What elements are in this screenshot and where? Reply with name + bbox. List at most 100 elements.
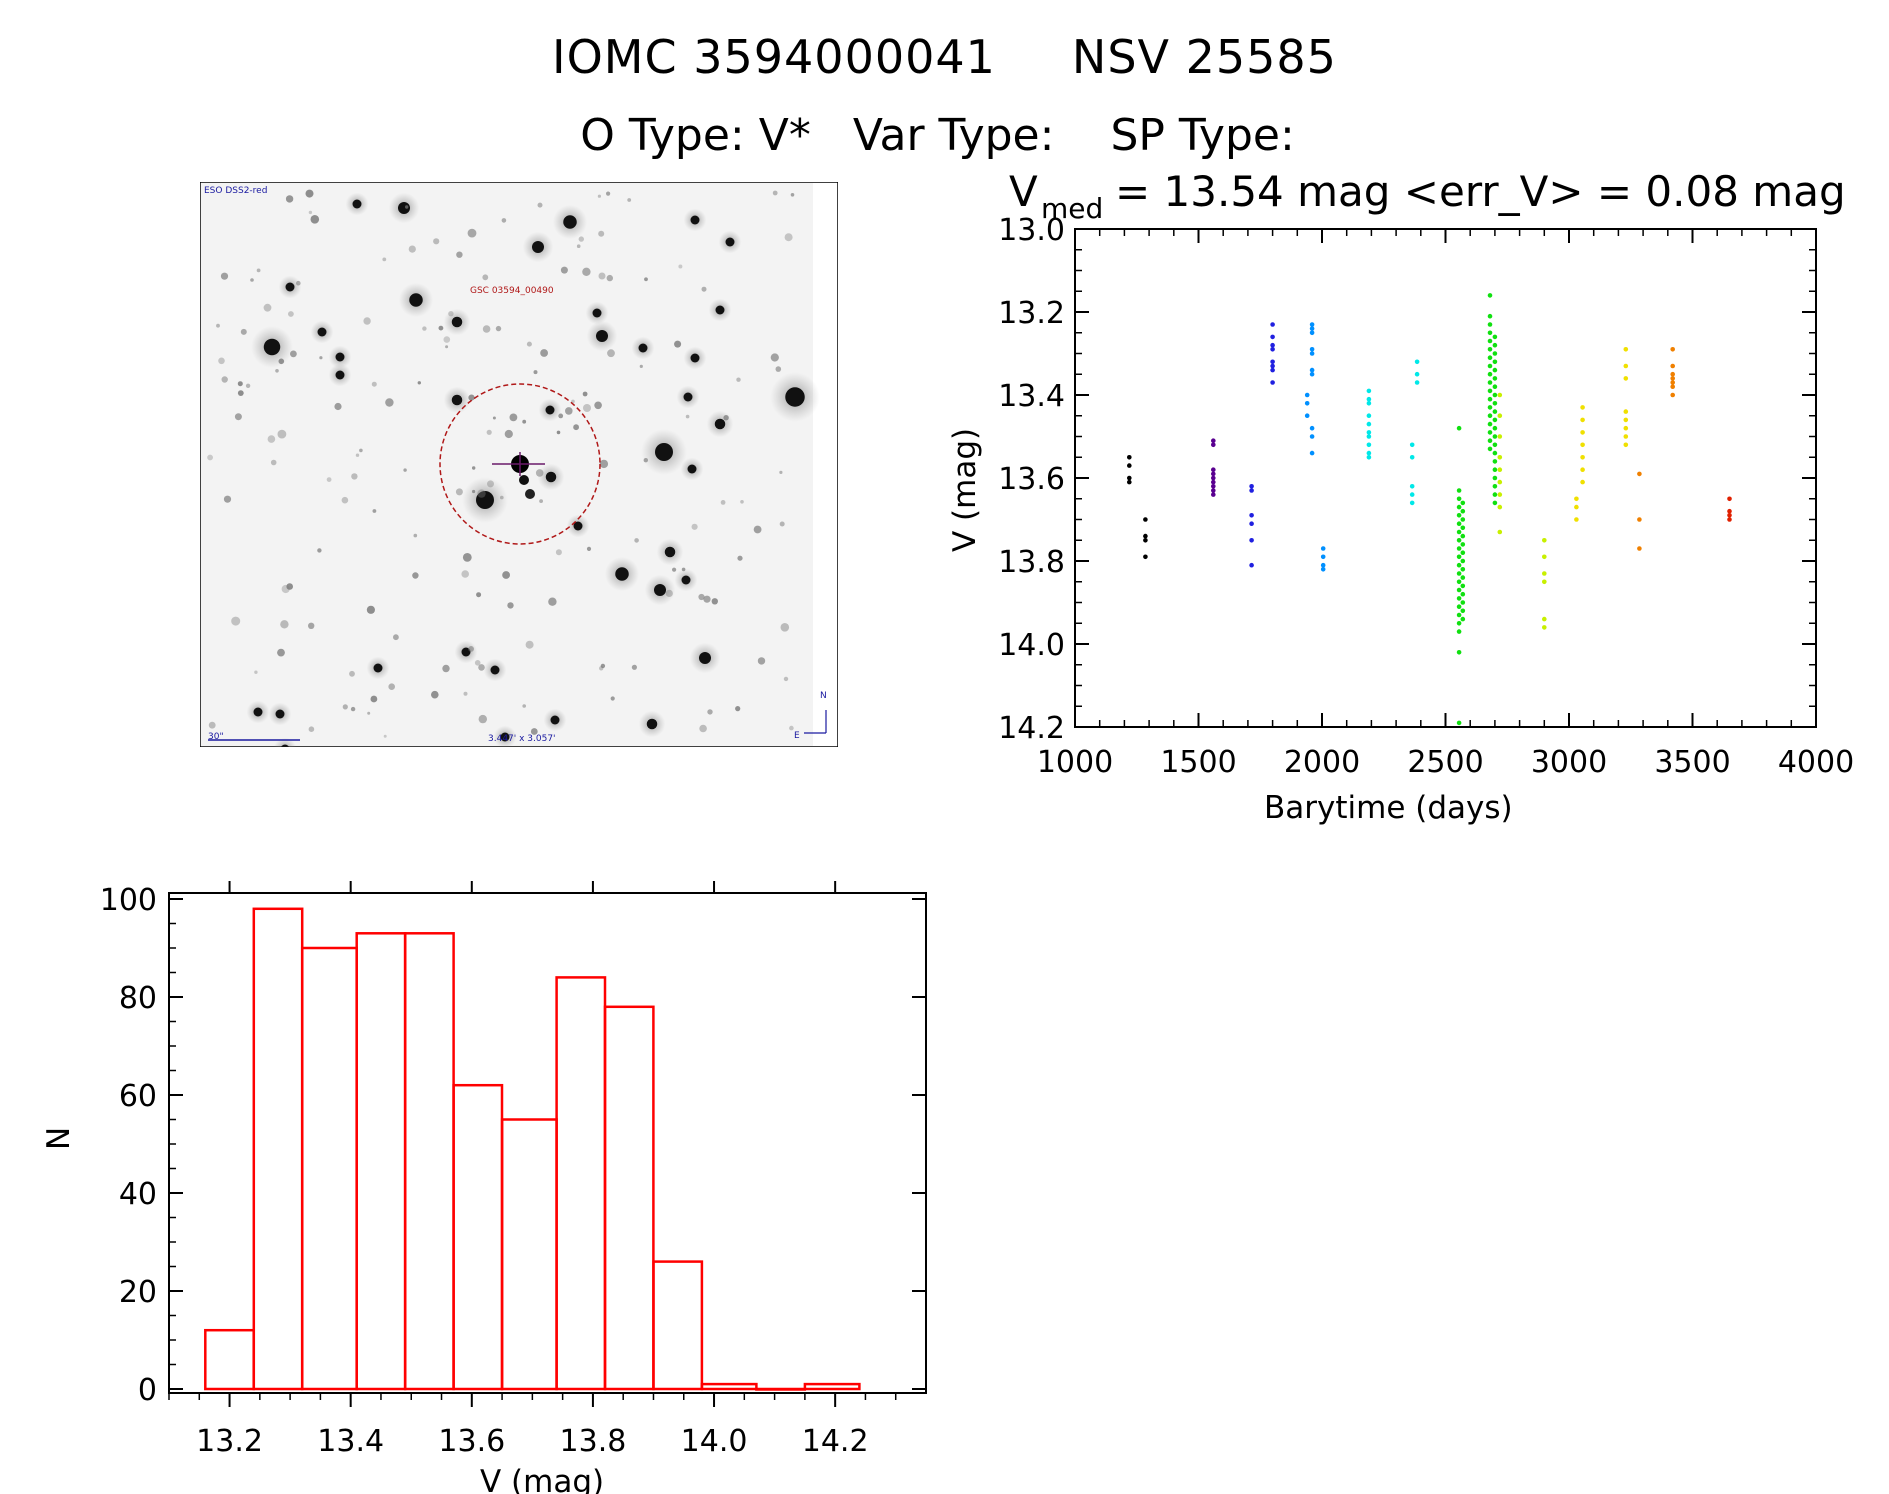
- lc-point: [1727, 517, 1732, 522]
- lc-point: [1456, 425, 1462, 431]
- star: [335, 352, 345, 362]
- lc-point: [1320, 554, 1326, 560]
- lc-point: [1727, 496, 1732, 502]
- lc-x-tick-label: 1000: [1037, 745, 1113, 780]
- lc-point: [1270, 347, 1275, 352]
- faint-star: [319, 356, 323, 360]
- lc-point: [1249, 562, 1254, 568]
- lc-point: [1497, 492, 1503, 497]
- lc-point: [1366, 450, 1372, 456]
- catalog-id-nsv: NSV 25585: [1071, 30, 1337, 84]
- lc-point: [1670, 380, 1675, 385]
- hist-bar: [803, 1382, 861, 1391]
- faint-star: [326, 477, 332, 482]
- lc-title-v: V: [1009, 167, 1038, 216]
- lc-point: [1270, 363, 1275, 369]
- faint-star: [576, 244, 581, 248]
- lc-point: [1270, 359, 1275, 365]
- star: [699, 652, 711, 664]
- lc-x-tick-label: 1500: [1160, 745, 1236, 780]
- faint-star: [256, 268, 261, 273]
- faint-star: [502, 571, 510, 579]
- faint-star: [342, 704, 348, 710]
- faint-star: [263, 303, 272, 312]
- lc-point: [1492, 450, 1498, 456]
- faint-star: [220, 272, 229, 280]
- faint-star: [703, 595, 711, 603]
- lc-point: [1309, 371, 1315, 377]
- lc-x-tick-label: 3000: [1531, 745, 1607, 780]
- lc-point: [1460, 583, 1466, 589]
- var-type-label: Var Type:: [852, 110, 1055, 161]
- faint-star: [305, 189, 314, 198]
- faint-star: [478, 664, 485, 671]
- star: [461, 647, 471, 657]
- lc-point: [1309, 347, 1315, 352]
- faint-star: [500, 495, 504, 500]
- faint-star: [367, 711, 371, 715]
- lc-point: [1542, 571, 1547, 576]
- lc-point: [1492, 376, 1498, 381]
- faint-star: [522, 704, 526, 708]
- star: [687, 464, 697, 474]
- faint-star: [385, 398, 394, 407]
- faint-star: [678, 264, 683, 269]
- faint-star: [462, 553, 472, 562]
- faint-star: [285, 195, 294, 203]
- faint-star: [770, 353, 779, 362]
- star: [563, 215, 577, 229]
- lc-point: [1409, 455, 1415, 460]
- faint-star: [526, 341, 532, 347]
- lc-point: [1487, 421, 1493, 427]
- faint-star: [539, 499, 543, 503]
- catalog-id-iomc: IOMC 3594000041: [552, 30, 996, 84]
- star: [317, 327, 327, 337]
- lc-point: [1460, 608, 1466, 614]
- faint-star: [560, 266, 568, 274]
- faint-star: [634, 538, 639, 543]
- faint-star: [775, 366, 782, 372]
- faint-star: [216, 323, 220, 328]
- star: [451, 316, 463, 328]
- lc-point: [1366, 430, 1372, 435]
- faint-star: [789, 725, 794, 731]
- lc-point: [1270, 342, 1275, 348]
- lc-point: [1127, 479, 1132, 485]
- lc-y-tick-label: 13.2: [998, 296, 1065, 331]
- faint-star: [448, 311, 454, 317]
- faint-star: [472, 466, 476, 470]
- lc-point: [1670, 347, 1675, 352]
- hist-y-tick-label: 20: [119, 1275, 157, 1310]
- lc-point: [1487, 347, 1493, 352]
- faint-star: [548, 597, 557, 606]
- lc-point: [1492, 392, 1498, 398]
- star: [253, 707, 263, 717]
- lc-point: [1623, 417, 1629, 423]
- lc-point: [1460, 600, 1466, 605]
- lc-y-tick-label: 14.2: [998, 711, 1065, 746]
- hist-bar: [355, 932, 407, 1391]
- faint-star: [674, 340, 682, 348]
- faint-star: [349, 670, 355, 677]
- lc-point: [1492, 359, 1498, 365]
- faint-star: [685, 414, 690, 419]
- hist-bar: [603, 1005, 655, 1391]
- faint-star: [308, 622, 315, 629]
- faint-star: [482, 274, 489, 281]
- lc-point: [1487, 371, 1493, 377]
- hist-bar: [403, 932, 455, 1391]
- lc-point: [1409, 484, 1415, 489]
- lc-point: [1309, 450, 1315, 456]
- faint-star: [540, 349, 548, 357]
- survey-label: ESO DSS2-red: [204, 186, 267, 196]
- star: [664, 546, 676, 558]
- faint-star: [486, 429, 492, 435]
- faint-star: [779, 521, 785, 527]
- faint-star: [571, 399, 575, 404]
- companion-star: [519, 475, 529, 485]
- faint-star: [627, 198, 632, 202]
- lc-point: [1497, 504, 1503, 510]
- faint-star: [639, 364, 643, 368]
- faint-star: [757, 657, 766, 665]
- faint-star: [492, 416, 496, 420]
